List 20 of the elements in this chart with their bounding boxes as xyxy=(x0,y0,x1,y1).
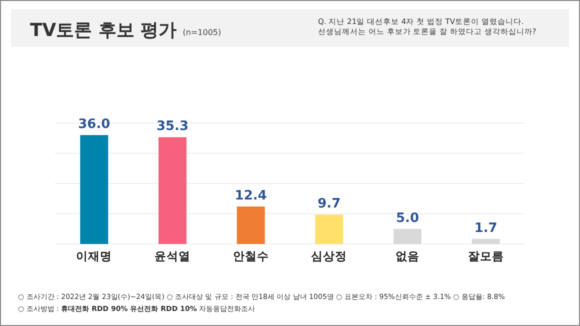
x-tick-label: 이재명 xyxy=(76,249,112,263)
bar xyxy=(158,137,186,244)
bar xyxy=(80,135,108,244)
x-tick-label: 안철수 xyxy=(232,249,269,263)
data-label: 5.0 xyxy=(396,210,420,226)
bar xyxy=(472,238,500,244)
x-tick-label: 심상정 xyxy=(311,249,348,263)
data-label: 9.7 xyxy=(318,196,341,212)
x-tick-label: 잘모름 xyxy=(468,249,504,263)
chart-title: TV토론 후보 평가 xyxy=(30,20,177,41)
x-tick-label: 윤석열 xyxy=(154,249,190,263)
data-label: 1.7 xyxy=(474,220,498,236)
bar xyxy=(236,206,265,244)
data-label: 36.0 xyxy=(78,117,110,132)
x-tick-label: 없음 xyxy=(396,249,420,263)
data-label: 12.4 xyxy=(234,188,267,204)
bar xyxy=(315,214,344,244)
bar xyxy=(394,228,422,244)
chart-subtitle: (n=1005) xyxy=(182,28,222,37)
data-label: 35.3 xyxy=(156,119,189,134)
